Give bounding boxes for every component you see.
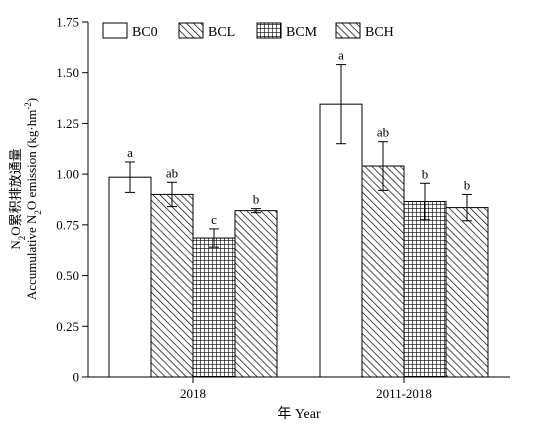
bar-bc0: [108, 176, 152, 378]
bar-bc0: [319, 103, 363, 378]
x-tick-label: 2018: [180, 386, 206, 401]
y-axis-label-line1: N2O累积排放通量: [8, 148, 27, 249]
legend-label-bc0: BC0: [132, 25, 158, 40]
significance-letter: a: [338, 48, 344, 63]
y-axis-label-line2: Accumulative N2O emission (kg·hm-2): [23, 98, 43, 300]
bar-bcm: [192, 237, 236, 378]
significance-letter: ab: [166, 165, 178, 180]
x-tick-label: 2011-2018: [376, 386, 432, 401]
legend: BC0 BCL BCM BCH: [102, 22, 394, 40]
y-axis-label: N2O累积排放通量 Accumulative N2O emission (kg·…: [8, 98, 43, 300]
y-tick-label: 0.75: [56, 217, 79, 232]
bar-bch: [445, 207, 489, 378]
y-tick-label: 0.25: [56, 319, 79, 334]
y-tick-label: 1.00: [56, 167, 79, 182]
legend-swatch-bcm: [256, 22, 282, 39]
y-axis-ticks: 0 0.25 0.50 0.75 1.00 1.25 1.50 1.75: [56, 15, 88, 385]
legend-label-bch: BCH: [365, 25, 394, 40]
significance-letter: a: [127, 145, 133, 160]
legend-swatch-bcl: [178, 22, 204, 39]
bar-bcm: [403, 201, 447, 378]
bar-series-group: a ab c b a ab b b: [108, 48, 489, 378]
legend-swatch-bch: [335, 22, 361, 39]
legend-label-bcl: BCL: [208, 25, 235, 40]
legend-label-bcm: BCM: [286, 25, 318, 40]
bar-bch: [234, 210, 278, 378]
significance-letter: ab: [377, 125, 389, 140]
significance-letter: b: [253, 192, 260, 207]
x-axis-ticks: 2018 2011-2018: [180, 377, 432, 401]
significance-letter: b: [422, 166, 429, 181]
y-tick-label: 0: [73, 370, 80, 385]
y-tick-label: 1.25: [56, 116, 79, 131]
legend-swatch-bc0: [102, 22, 128, 39]
y-tick-label: 1.75: [56, 15, 79, 30]
y-tick-label: 0.50: [56, 268, 79, 283]
significance-letter: b: [464, 177, 471, 192]
bar-bcl: [361, 165, 405, 378]
x-axis-label: 年 Year: [277, 406, 321, 422]
bar-bcl: [150, 193, 194, 378]
y-tick-label: 1.50: [56, 65, 79, 80]
significance-letter: c: [211, 212, 217, 227]
